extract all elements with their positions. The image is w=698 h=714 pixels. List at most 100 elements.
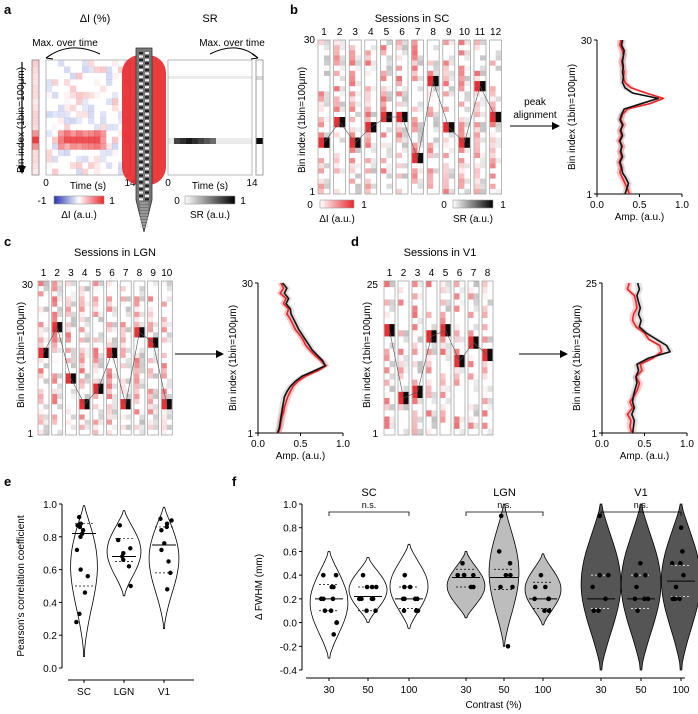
di-cell — [334, 106, 340, 112]
sr-cell — [324, 91, 330, 97]
heatmap-cell — [112, 149, 118, 156]
di-cell — [349, 96, 356, 102]
data-point — [635, 608, 640, 614]
probe-site — [139, 184, 143, 187]
data-point — [642, 596, 647, 602]
sr-cell — [448, 55, 455, 61]
di-cell — [107, 306, 112, 312]
di-cell — [427, 70, 434, 76]
sr-cell — [417, 428, 423, 435]
di-cell — [120, 388, 126, 394]
di-cell — [107, 409, 112, 415]
di-cell — [384, 367, 390, 374]
sr-cell — [459, 367, 465, 374]
max-strip-cell — [32, 66, 39, 74]
peak-trace — [323, 79, 496, 160]
d-alignment-arrow-head — [560, 350, 568, 358]
di-cell — [384, 354, 390, 362]
heatmap-cell — [82, 168, 89, 176]
sr-cell — [370, 142, 377, 148]
data-point — [80, 531, 85, 536]
y-tick-label: 25 — [586, 279, 598, 290]
di-cell — [134, 301, 140, 307]
sr-cell — [43, 327, 49, 333]
di-cell — [334, 40, 340, 46]
di-cell — [412, 361, 418, 368]
probe-site — [145, 52, 149, 55]
sr-cell — [417, 317, 423, 325]
sr-cell — [459, 428, 465, 435]
heatmap-cell — [112, 104, 119, 112]
di-cell — [38, 291, 44, 297]
sr-cell — [389, 281, 395, 288]
di-cell — [490, 163, 496, 169]
di-cell — [65, 306, 71, 312]
di-cell — [38, 414, 44, 420]
session-frame — [92, 280, 105, 436]
di-cell — [398, 330, 404, 337]
d-ytick-bottom: 1 — [372, 429, 378, 440]
di-cell — [426, 311, 432, 318]
sr-cell — [448, 168, 455, 174]
sr-cell — [355, 60, 361, 66]
sr-peak-cell — [324, 137, 330, 148]
di-cell — [134, 306, 140, 312]
di-cell — [443, 168, 449, 174]
sr-cell — [389, 299, 395, 306]
di-cell — [120, 347, 126, 353]
di-cell — [458, 173, 465, 179]
heatmap-cell — [100, 117, 107, 125]
heatmap-cell — [118, 111, 125, 118]
d-ylabel: Bin index (1bin=100μm) — [362, 302, 373, 408]
x-tick-label: LGN — [114, 687, 135, 698]
x-tick-label: V1 — [158, 687, 171, 698]
probe-site — [145, 171, 149, 174]
di-cell — [443, 183, 449, 189]
sr-cell — [112, 383, 117, 389]
session-frame — [147, 280, 159, 436]
sr-peak-cell — [464, 137, 470, 148]
di-cell — [334, 188, 340, 194]
sr-cell — [355, 111, 361, 117]
heatmap-cell — [118, 117, 125, 125]
sr-cell — [386, 152, 392, 159]
sr-cell — [433, 137, 439, 143]
max-strip-cell — [32, 79, 39, 86]
heatmap-cell — [46, 149, 53, 157]
sr-peak-cell — [487, 348, 493, 362]
data-point — [590, 584, 595, 590]
di-cell — [38, 281, 44, 287]
y-tick-label: 0.8 — [283, 524, 297, 535]
sr-peak-cell — [473, 336, 479, 349]
sr-cell — [448, 70, 455, 76]
data-point — [455, 572, 461, 578]
di-cell — [365, 70, 371, 76]
heatmap-cell — [58, 136, 65, 144]
session-label: 7 — [415, 27, 421, 38]
di-peak-cell — [380, 111, 387, 123]
sr-cell — [495, 127, 502, 133]
di-cell — [107, 414, 112, 420]
data-point — [165, 587, 170, 592]
heatmap-cell — [76, 155, 83, 163]
y-tick-label: 30 — [581, 36, 593, 47]
probe-site — [139, 109, 143, 112]
di-cell — [458, 168, 465, 174]
di-cell — [443, 75, 449, 82]
sr-cell — [386, 40, 392, 46]
data-point — [158, 516, 163, 521]
di-cell — [490, 86, 496, 92]
di-cell — [458, 122, 465, 128]
data-point — [333, 572, 339, 578]
di-cell — [134, 424, 140, 430]
sr-cell — [386, 173, 392, 179]
a-max-strip-right — [256, 76, 263, 144]
session-label: 1 — [387, 268, 393, 279]
probe-site — [139, 99, 143, 102]
di-cell — [398, 373, 404, 380]
di-cell — [468, 287, 474, 294]
sr-cell — [386, 86, 392, 92]
data-point — [596, 608, 601, 614]
di-cell — [38, 337, 44, 343]
sr-cell — [417, 183, 424, 189]
